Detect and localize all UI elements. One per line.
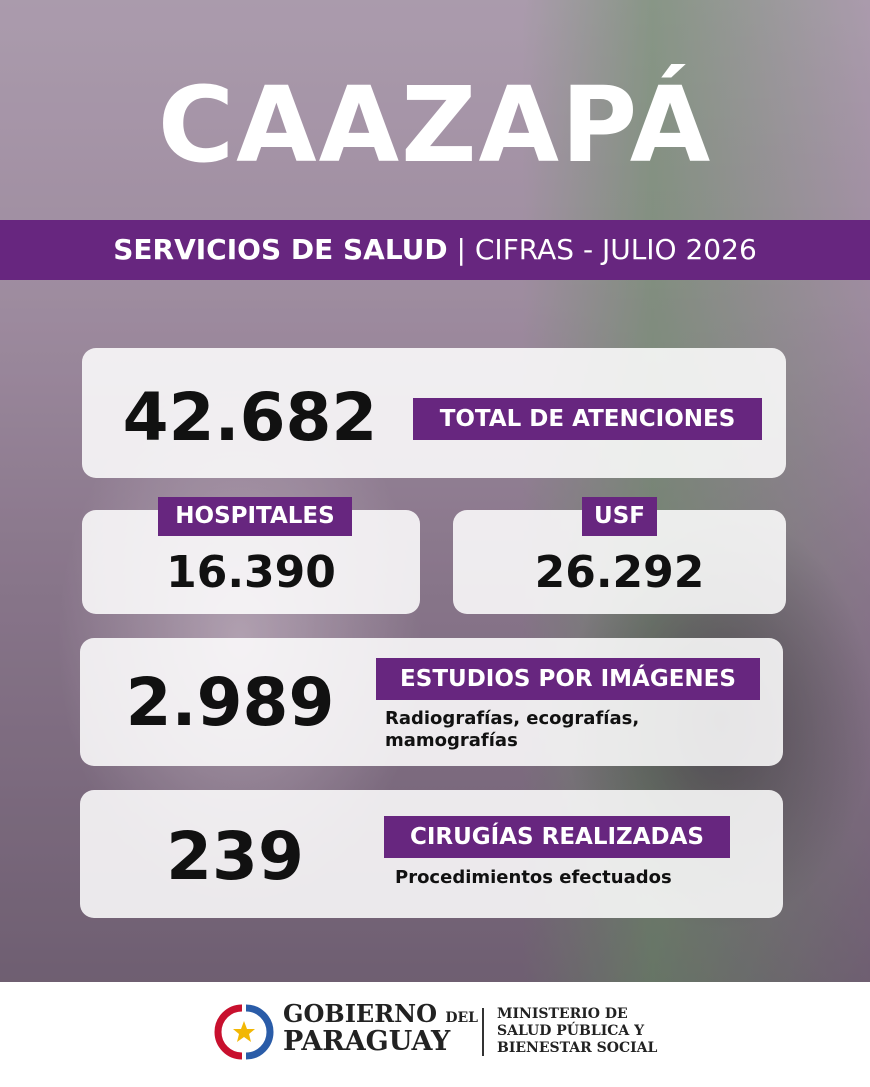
card-description: Radiografías, ecografías,	[385, 708, 640, 729]
footer-paraguay: PARAGUAY	[283, 1026, 451, 1057]
card-label: CIRUGÍAS REALIZADAS	[384, 816, 730, 858]
card-description: mamografías	[385, 730, 518, 751]
card-number: 2.989	[125, 664, 335, 741]
card-label: ESTUDIOS POR IMÁGENES	[376, 658, 760, 700]
footer-del: DEL	[445, 1010, 479, 1026]
card-number: 26.292	[534, 547, 705, 598]
card-number: 42.682	[122, 379, 378, 456]
footer-ministry: BIENESTAR SOCIAL	[497, 1040, 658, 1056]
footer: GOBIERNO DEL PARAGUAY MINISTERIO DE SALU…	[0, 982, 870, 1087]
title: CAAZAPÁ	[157, 64, 713, 186]
card-label: TOTAL DE ATENCIONES	[413, 398, 762, 440]
logo	[214, 1004, 274, 1060]
footer-divider	[482, 1008, 484, 1056]
subtitle-band: SERVICIOS DE SALUD | CIFRAS - JULIO 2026	[0, 220, 870, 280]
subtitle-light: | CIFRAS - JULIO 2026	[456, 233, 757, 266]
card-label: USF	[582, 497, 657, 536]
card-number: 239	[166, 818, 304, 895]
card-label: HOSPITALES	[158, 497, 352, 536]
footer-ministry: MINISTERIO DE	[497, 1006, 628, 1022]
card-number: 16.390	[166, 547, 336, 598]
footer-ministry: SALUD PÚBLICA Y	[497, 1023, 645, 1039]
subtitle-bold: SERVICIOS DE SALUD	[113, 233, 448, 266]
footer-gobierno: GOBIERNO	[283, 999, 437, 1028]
card-description: Procedimientos efectuados	[395, 867, 672, 888]
